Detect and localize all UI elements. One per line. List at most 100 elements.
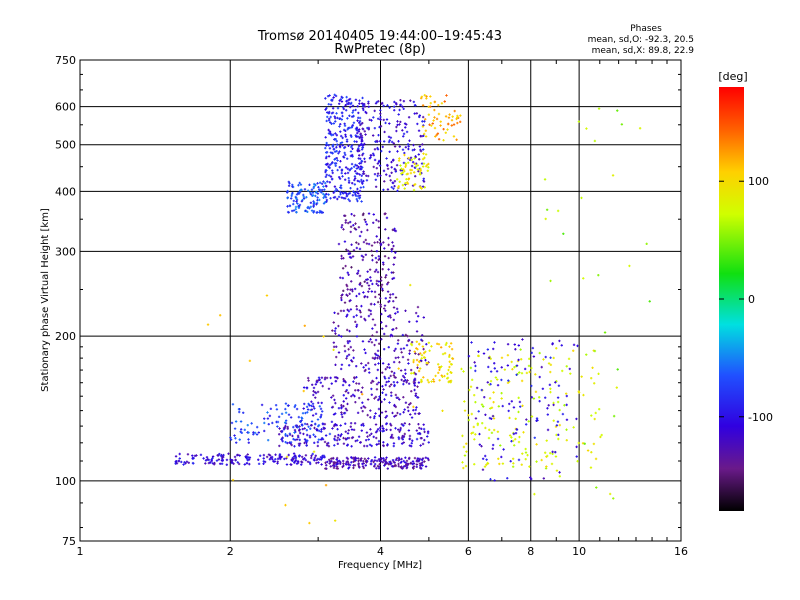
data-point (416, 457, 420, 460)
data-point (448, 365, 451, 369)
data-point (364, 220, 367, 224)
data-point (359, 157, 362, 160)
data-point (366, 278, 369, 281)
data-point (341, 175, 344, 178)
data-point (381, 391, 384, 394)
data-point (381, 287, 384, 291)
data-point (376, 349, 380, 353)
data-point (339, 461, 342, 464)
data-point (384, 393, 388, 397)
data-point (300, 463, 303, 466)
plot-frame (79, 59, 682, 542)
data-point (349, 425, 353, 428)
data-point (284, 503, 287, 507)
data-point (324, 156, 328, 160)
data-point (557, 384, 561, 387)
data-point (352, 249, 356, 252)
data-point (187, 461, 191, 464)
data-point (361, 386, 364, 389)
data-point (295, 197, 298, 200)
data-point (298, 425, 301, 428)
data-point (359, 123, 362, 127)
data-point (426, 362, 430, 365)
data-point (386, 104, 389, 107)
data-point (378, 397, 381, 401)
data-point (545, 439, 548, 442)
data-point (528, 370, 531, 374)
data-point (220, 456, 224, 460)
data-point (330, 382, 333, 385)
data-point (357, 292, 361, 296)
data-point (431, 122, 434, 125)
data-point (434, 374, 437, 378)
data-point (295, 200, 298, 203)
data-point (355, 294, 358, 298)
data-point (393, 371, 396, 375)
data-point (234, 420, 238, 423)
data-point (411, 160, 415, 164)
data-point (393, 403, 396, 407)
data-point (337, 152, 340, 155)
data-point (408, 403, 411, 406)
data-point (397, 456, 401, 460)
data-point (278, 453, 282, 456)
data-point (342, 107, 346, 111)
data-point (550, 462, 554, 466)
data-point (351, 393, 355, 397)
data-point (344, 133, 347, 136)
x-tick-label: 16 (674, 545, 688, 558)
data-point (346, 443, 349, 446)
data-point (360, 200, 363, 203)
data-point (339, 190, 342, 194)
data-point (337, 406, 341, 410)
data-point (358, 194, 362, 197)
data-point (430, 345, 433, 348)
data-point (418, 158, 421, 161)
data-point (390, 464, 394, 468)
data-point (419, 444, 422, 447)
data-point (396, 120, 399, 123)
data-point (381, 460, 385, 464)
data-point (358, 154, 361, 157)
data-point (192, 456, 195, 460)
data-point (320, 401, 323, 405)
data-point (218, 314, 222, 317)
data-point (343, 151, 346, 155)
data-point (331, 427, 334, 430)
data-point (346, 402, 349, 406)
data-point (394, 458, 398, 462)
data-point (353, 287, 357, 291)
data-point (415, 330, 419, 333)
data-point (382, 118, 385, 122)
data-point (366, 270, 369, 273)
data-point (397, 159, 401, 162)
data-point (334, 120, 337, 123)
data-point (362, 179, 365, 183)
data-point (359, 165, 363, 168)
data-point (299, 183, 303, 186)
data-point (340, 411, 343, 414)
data-point (595, 486, 598, 489)
data-point (290, 463, 293, 466)
data-point (437, 103, 440, 107)
data-point (359, 311, 362, 314)
data-point (340, 141, 344, 144)
data-point (410, 416, 414, 419)
data-point (356, 388, 360, 392)
data-point (312, 200, 315, 203)
data-point (546, 428, 550, 432)
data-point (413, 350, 416, 353)
data-point (344, 221, 347, 224)
data-point (452, 135, 456, 138)
data-point (347, 252, 350, 256)
data-point (351, 111, 354, 114)
data-point (285, 455, 289, 459)
data-point (399, 369, 403, 372)
data-point (563, 404, 566, 407)
data-point (382, 427, 385, 430)
data-point (343, 214, 347, 217)
x-tick-label: 8 (527, 545, 534, 558)
data-point (377, 342, 381, 345)
data-point (348, 292, 351, 296)
data-point (370, 290, 374, 293)
